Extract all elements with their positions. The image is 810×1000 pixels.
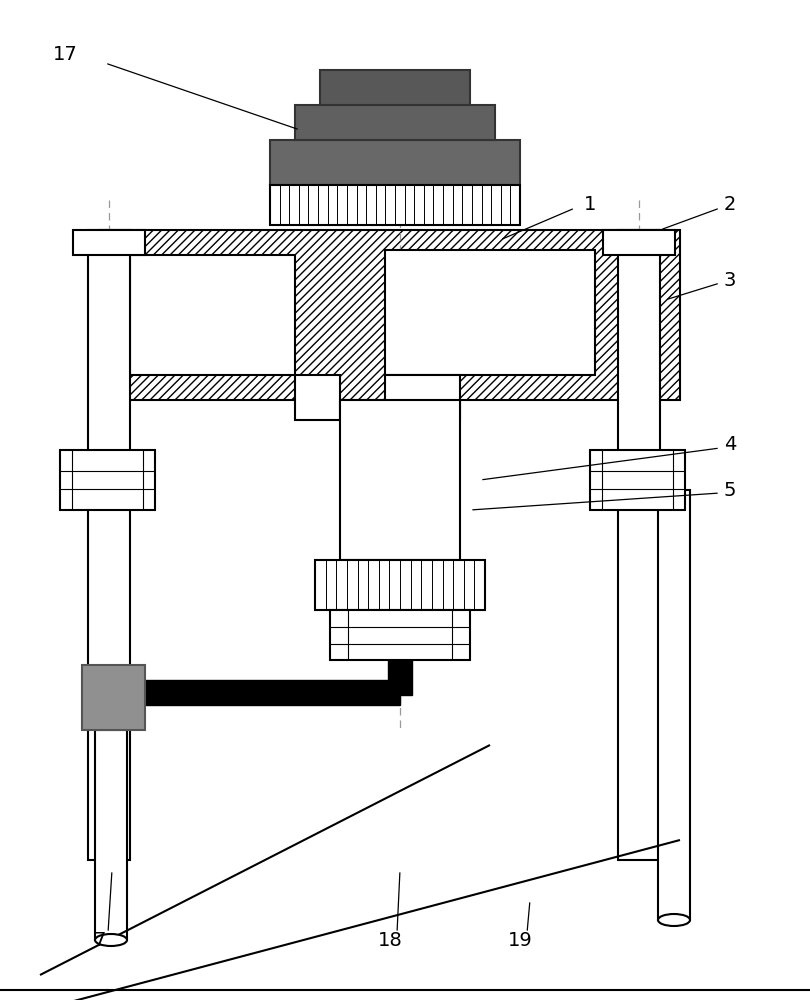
Bar [95, 730, 127, 940]
Bar [295, 105, 495, 140]
Bar [388, 660, 412, 695]
Bar [110, 680, 400, 705]
Ellipse shape [658, 914, 690, 926]
Bar [270, 140, 520, 185]
Bar [270, 185, 520, 225]
Bar [658, 490, 690, 920]
Bar [100, 230, 680, 400]
Text: 3: 3 [724, 270, 736, 290]
Text: 17: 17 [53, 45, 78, 64]
Text: 2: 2 [724, 196, 736, 215]
Ellipse shape [95, 934, 127, 946]
Bar [320, 70, 470, 105]
Text: 1: 1 [584, 196, 596, 215]
Text: 5: 5 [724, 481, 736, 499]
Bar [385, 250, 595, 375]
Bar [73, 230, 145, 255]
Text: 4: 4 [724, 436, 736, 454]
Bar [60, 450, 155, 510]
Bar [385, 375, 460, 420]
Bar [315, 560, 485, 610]
Bar [590, 450, 685, 510]
Bar [295, 375, 340, 420]
Bar [618, 230, 660, 860]
Text: 19: 19 [508, 930, 532, 950]
Text: 7: 7 [94, 930, 106, 950]
Bar [82, 665, 145, 730]
Text: 18: 18 [377, 930, 403, 950]
Bar [130, 255, 295, 375]
Bar [340, 400, 460, 560]
Bar [330, 610, 470, 660]
Bar [603, 230, 675, 255]
Bar [88, 230, 130, 860]
